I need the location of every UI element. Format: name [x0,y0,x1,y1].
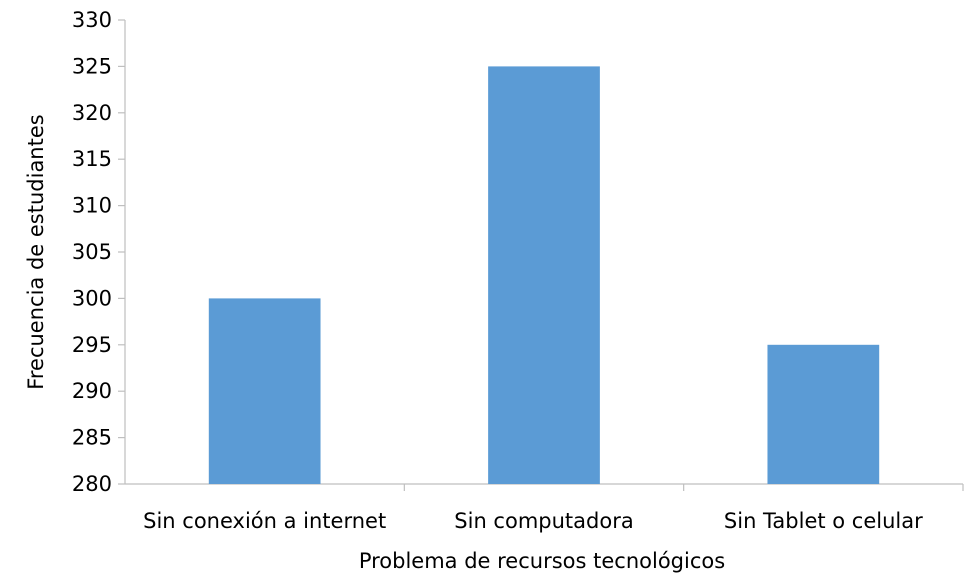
bar [208,298,321,484]
y-tick-label: 310 [72,194,112,218]
y-tick-label: 300 [72,286,112,310]
y-tick-label: 305 [72,240,112,264]
y-tick-label: 285 [72,426,112,450]
bar [767,344,880,484]
y-tick-label: 295 [72,333,112,357]
y-axis: 280 285 290 295 300 305 310 315 320 325 330 [72,8,126,496]
x-category-label: Sin Tablet o celular [724,509,923,533]
y-tick-label: 315 [72,147,112,171]
x-axis-title: Problema de recursos tecnológicos [359,549,725,573]
y-tick-label: 330 [72,8,112,32]
x-category-label: Sin computadora [454,509,633,533]
x-category-label: Sin conexión a internet [143,509,386,533]
x-axis: Sin conexión a internet Sin computadora Si… [125,483,964,533]
y-tick-label: 280 [72,472,112,496]
y-tick-label: 290 [72,379,112,403]
bars [208,66,880,485]
y-tick-label: 325 [72,54,112,78]
y-tick-label: 320 [72,101,112,125]
bar [488,66,600,485]
y-axis-title: Frecuencia de estudiantes [24,114,48,389]
